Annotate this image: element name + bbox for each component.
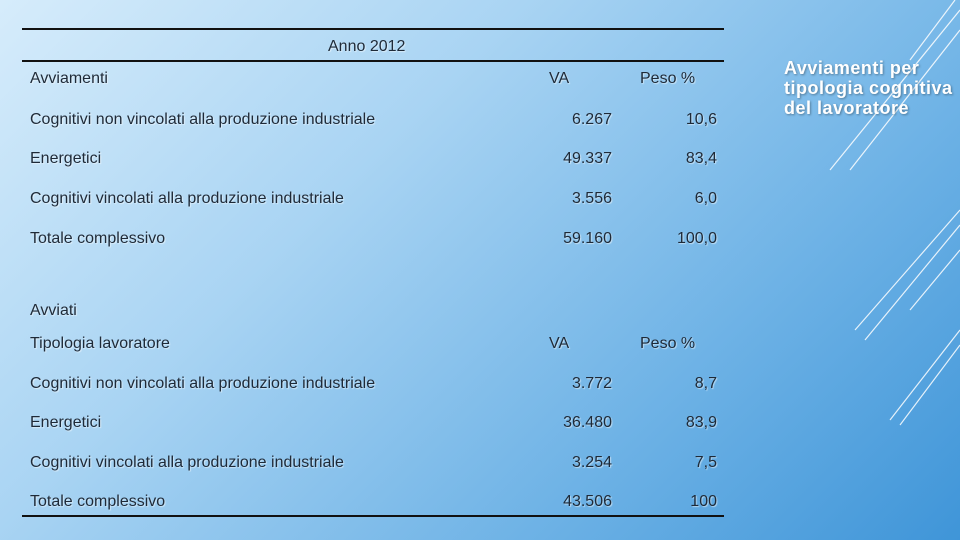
table1-header-peso: Peso % [640, 70, 696, 87]
table-row-peso: 83,9 [685, 414, 717, 431]
table-row-peso: 10,6 [685, 111, 717, 128]
table2-header-label: Tipologia lavoratore [30, 335, 170, 352]
table-row-peso: 8,7 [694, 375, 717, 392]
top-rule [22, 28, 724, 30]
table-row-peso: 100 [690, 493, 717, 510]
table-row-peso: 100,0 [676, 230, 717, 247]
table-row-va: 49.337 [563, 150, 612, 167]
side-title: Avviamenti per tipologia cognitiva del l… [784, 58, 953, 118]
table-row-label: Totale complessivo [30, 230, 166, 247]
bottom-rule [22, 515, 724, 517]
table-row-va: 36.480 [563, 414, 612, 431]
table-row-label: Cognitivi vincolati alla produzione indu… [30, 190, 344, 207]
table-row-label: Cognitivi vincolati alla produzione indu… [30, 454, 344, 471]
header-rule [22, 60, 724, 62]
year-title: Anno 2012 [328, 38, 406, 55]
table2-header-va: VA [549, 335, 570, 352]
table1-header-label: Avviamenti [30, 70, 108, 87]
table-row-va: 3.254 [571, 454, 612, 471]
table-row-va: 3.556 [571, 190, 612, 207]
table-row-peso: 7,5 [694, 454, 717, 471]
table-row-va: 3.772 [571, 375, 612, 392]
table-row-va: 43.506 [563, 493, 612, 510]
section-title-avviati: Avviati [30, 302, 77, 319]
table1-header-va: VA [549, 70, 570, 87]
table-row-label: Cognitivi non vincolati alla produzione … [30, 111, 376, 128]
table-row-label: Energetici [30, 414, 102, 431]
table-row-label: Cognitivi non vincolati alla produzione … [30, 375, 376, 392]
table-row-va: 6.267 [571, 111, 612, 128]
table-row-label: Totale complessivo [30, 493, 166, 510]
table-row-peso: 6,0 [694, 190, 717, 207]
table-row-label: Energetici [30, 150, 102, 167]
table2-header-peso: Peso % [640, 335, 696, 352]
table-row-peso: 83,4 [685, 150, 717, 167]
table-row-va: 59.160 [563, 230, 612, 247]
